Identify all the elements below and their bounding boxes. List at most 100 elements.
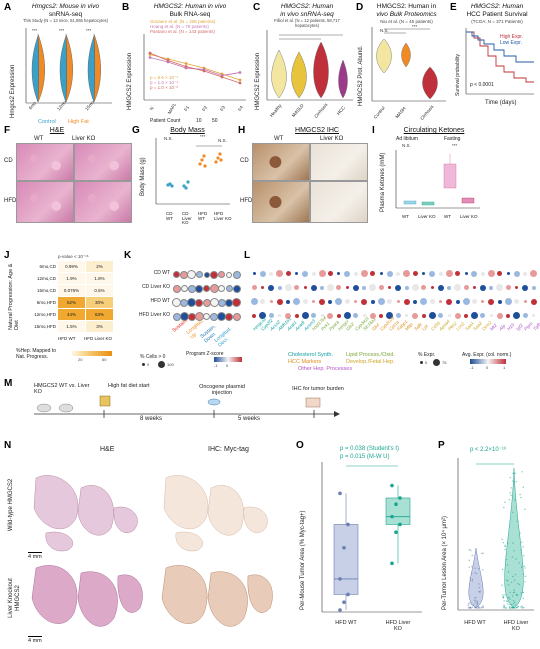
- panel-a-violin-control-0: [31, 35, 39, 103]
- panel-l-dot: [311, 271, 316, 276]
- panel-l-dot: [276, 298, 283, 305]
- panel-l-dot: [369, 312, 376, 319]
- panel-label-m: M: [4, 378, 13, 389]
- panel-o-point-0-3: [338, 577, 342, 581]
- panel-o-point-1-0: [390, 561, 394, 566]
- panel-p-point-ko: [509, 591, 511, 594]
- panel-l-dot: [403, 270, 411, 277]
- panel-p-point-ko: [506, 542, 509, 544]
- panel-o-boxplot: [321, 462, 422, 613]
- panel-p-point-wt: [476, 603, 479, 605]
- panel-o-pval-1: p = 0.015 (M-W U): [340, 454, 390, 460]
- panel-o-point-1-5: [398, 496, 402, 500]
- panel-l-dotplot: [250, 266, 538, 324]
- panel-h-row-cd: CD: [240, 158, 249, 164]
- panel-o-point-1-4: [394, 502, 398, 507]
- panel-k-dot: [195, 284, 203, 293]
- panel-c-xtick-3: HCC: [335, 105, 346, 116]
- panel-j-row-label: 6mo,CD: [39, 264, 56, 269]
- panel-p-point-ko: [509, 603, 511, 606]
- panel-o-box-0: [333, 524, 359, 595]
- panel-f-col-ko: Liver KO: [72, 136, 96, 142]
- panel-a-legend-control: Control: [38, 119, 56, 125]
- panel-d-xtick-0: Control: [372, 105, 386, 120]
- panel-p-point-ko: [511, 556, 514, 558]
- panel-l-dot: [496, 284, 504, 291]
- panel-p-point-ko: [520, 549, 522, 551]
- panel-l-colorbar-title: Avg. Expr. (col. norm.): [462, 352, 512, 358]
- panel-b-point-2-0: [148, 51, 152, 55]
- panel-m-step-1: High fat diet start: [108, 383, 150, 389]
- panel-l-dot: [487, 270, 495, 277]
- panel-label-h: H: [238, 125, 246, 136]
- panel-p-point-ko: [516, 594, 519, 596]
- panel-p-point-wt: [479, 591, 481, 593]
- panel-p-point-wt: [467, 604, 469, 606]
- panel-e-survival: [465, 28, 534, 95]
- panel-k-dot: [218, 285, 225, 292]
- panel-p-point-ko: [508, 584, 510, 586]
- panel-l-dot: [379, 313, 384, 318]
- panel-p-point-ko: [512, 607, 514, 609]
- panel-b-xticks: N MAFL F1 F2 F3 F4: [148, 102, 248, 115]
- panel-i-xtick-3: Liver KO: [460, 214, 478, 219]
- panel-j-cell: 3%: [86, 321, 113, 332]
- panel-p-ylabel: Per-Tumor Lesion Area (× 10⁴ μm²): [442, 515, 448, 610]
- panel-p-point-wt: [469, 579, 472, 582]
- panel-l-dot: [420, 298, 428, 305]
- panel-b-series-line-1: [149, 57, 241, 76]
- panel-c-title: HMGCS2: Human: [280, 3, 334, 10]
- panel-p-point-ko: [515, 558, 517, 560]
- panel-l-dot: [250, 298, 258, 305]
- panel-l-dot: [471, 270, 478, 277]
- panel-l-dot: [412, 271, 418, 276]
- panel-p-point-ko: [512, 511, 514, 513]
- panel-label-n: N: [4, 440, 12, 451]
- panel-p-point-ko: [502, 594, 504, 596]
- panel-k-dot: [232, 284, 241, 293]
- panel-p-point-ko: [506, 600, 509, 603]
- panel-l-dot: [386, 312, 394, 319]
- panel-k-dot: [226, 271, 232, 278]
- panel-p-point-wt: [475, 596, 477, 599]
- panel-j-cell: 44%: [58, 309, 85, 320]
- panel-j-cell: 0.076%: [58, 285, 85, 296]
- panel-b-point-2-5: [238, 81, 242, 85]
- panel-d-violins: [371, 27, 446, 102]
- panel-k-legend-size-100: 100: [167, 362, 174, 367]
- panel-l-cat-0: Cholesterol Synth.: [288, 352, 333, 358]
- panel-k-dot: [232, 270, 241, 279]
- panel-k-dot: [203, 313, 210, 320]
- panel-l-dot: [252, 313, 257, 318]
- panel-label-p: P: [438, 440, 445, 451]
- panel-l-dot: [277, 285, 282, 290]
- panel-l-dot: [438, 271, 443, 276]
- panel-b-xtick-2: F1: [183, 104, 191, 113]
- panel-l-dot: [295, 272, 299, 275]
- panel-l-dot: [506, 313, 511, 318]
- panel-k-colorbar-tick-0: -1: [214, 363, 218, 368]
- panel-p-point-ko: [524, 567, 526, 569]
- panel-l-dot: [430, 286, 434, 289]
- panel-o-point-0-1: [342, 600, 346, 605]
- panel-label-k: K: [124, 250, 132, 261]
- panel-b-size-10: 10: [196, 118, 202, 124]
- panel-l-dot: [412, 312, 419, 319]
- panel-l-dot: [319, 298, 325, 305]
- panel-k-colorbar-tick-1: 0: [226, 363, 229, 368]
- panel-p-point-ko: [514, 607, 516, 609]
- panel-b-xtick-3: F2: [201, 104, 209, 113]
- panel-p-point-ko: [503, 604, 505, 606]
- panel-p-point-ko: [522, 546, 524, 548]
- panel-l-dot: [447, 285, 452, 290]
- panel-l-dot: [422, 272, 426, 275]
- panel-p-point-wt: [472, 604, 474, 606]
- panel-f-row-hfd: HFD: [4, 198, 17, 204]
- panel-d-sig-0: N.S.: [380, 28, 389, 33]
- panel-l-dot: [336, 285, 342, 290]
- panel-l-dot: [302, 270, 309, 277]
- panel-l-dot: [377, 298, 385, 305]
- panel-j-heatmap: 6mo,CD 0.99% 2% 12mo,CD 1.9% 1.8% 15mo,CD 0.076…: [20, 261, 120, 333]
- panel-p-point-ko: [509, 598, 511, 600]
- panel-l-dot: [523, 271, 528, 276]
